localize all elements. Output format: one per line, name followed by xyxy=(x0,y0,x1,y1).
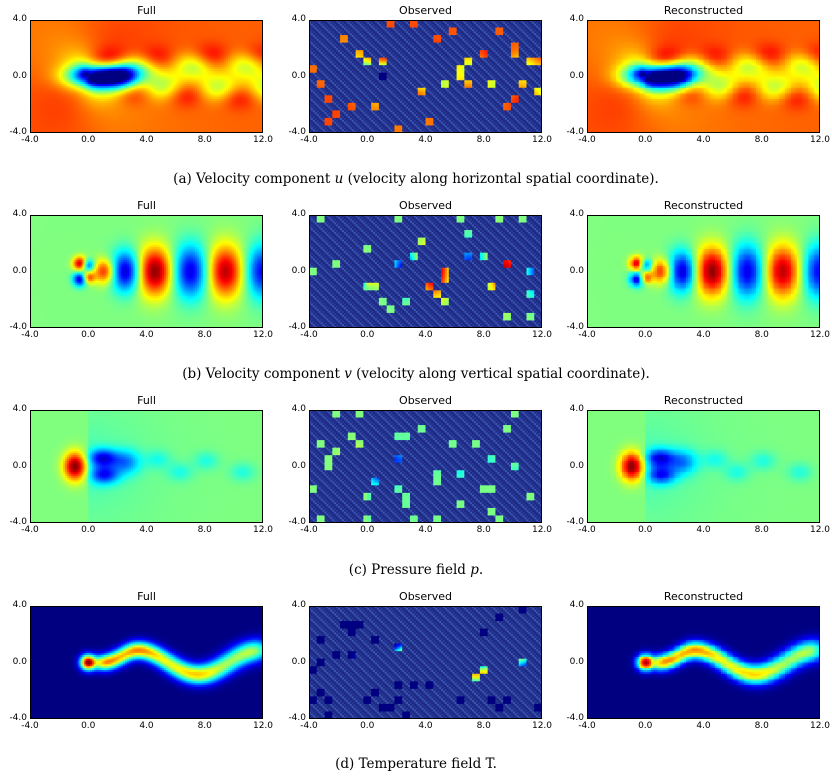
field-plot-u-full xyxy=(30,20,263,133)
panel-title-full: Full xyxy=(30,4,263,17)
